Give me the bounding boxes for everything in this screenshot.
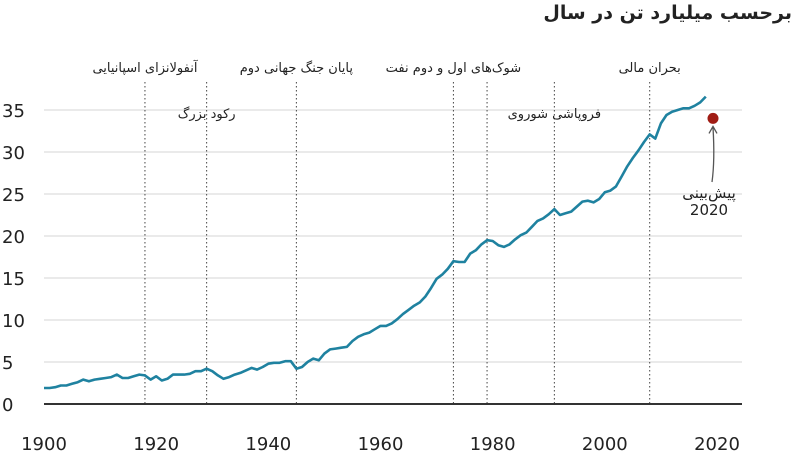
y-tick-label: 0 [2, 395, 13, 416]
event-label: شوک‌های اول و دوم نفت [386, 61, 521, 76]
x-tick-label: 2020 [694, 434, 740, 455]
forecast-point [707, 112, 719, 124]
x-tick-label: 2000 [582, 434, 628, 455]
x-tick-label: 1920 [133, 434, 179, 455]
event-label: رکود بزرگ [178, 105, 236, 122]
event-label: فروپاشی شوروی [508, 107, 601, 122]
y-tick-label: 10 [2, 311, 25, 332]
y-tick-label: 25 [2, 185, 25, 206]
y-tick-label: 35 [2, 101, 25, 122]
event-label: آنفولانزای اسپانیایی [92, 59, 198, 76]
x-tick-label: 1960 [358, 434, 404, 455]
forecast-label: پیش‌بینی [682, 184, 736, 203]
y-tick-label: 20 [2, 227, 25, 248]
series-line [44, 95, 707, 390]
x-tick-label: 1980 [470, 434, 516, 455]
event-label: پایان جنگ جهانی دوم [240, 60, 354, 76]
event-label: بحران مالی [619, 61, 681, 76]
x-tick-label: 1940 [245, 434, 291, 455]
y-tick-label: 5 [2, 353, 13, 374]
y-tick-label: 15 [2, 269, 25, 290]
forecast-arrowhead [708, 125, 718, 134]
chart-title: برحسب میلیارد تن در سال [543, 2, 792, 24]
forecast-year-label: 2020 [690, 201, 728, 219]
x-tick-label: 1900 [21, 434, 67, 455]
y-tick-label: 30 [2, 143, 25, 164]
forecast-arrow [711, 127, 715, 183]
